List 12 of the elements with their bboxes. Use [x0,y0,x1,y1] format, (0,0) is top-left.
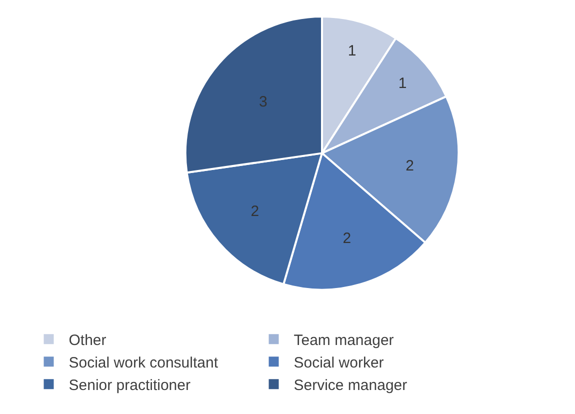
data-label: 2 [250,202,260,220]
legend-label: Other [68,332,106,350]
legend-label: Team manager [294,332,394,350]
data-label: 3 [259,94,268,111]
legend-label: Social work consultant [68,354,219,372]
data-label: 1 [398,74,407,92]
data-label: 2 [342,230,352,247]
data-label: 2 [406,157,414,174]
legend-label: Senior practitioner [68,377,190,394]
legend-label: Service manager [294,377,408,394]
data-label: 1 [348,42,356,60]
legend-label: Social worker [294,354,384,372]
